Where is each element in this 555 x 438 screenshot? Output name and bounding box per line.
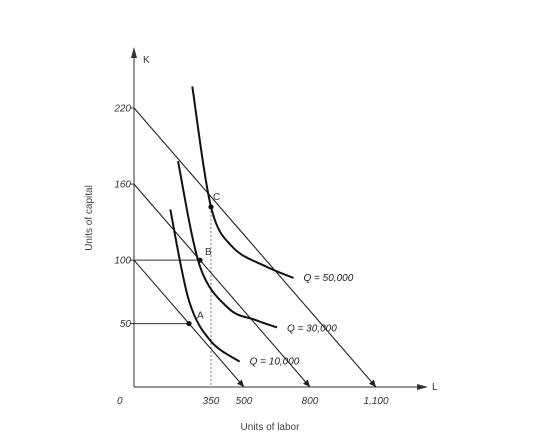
isoquant-label: Q = 50,000 bbox=[304, 273, 354, 284]
origin-label: 0 bbox=[117, 396, 123, 407]
isoquant-curve bbox=[191, 86, 294, 279]
y-tick-label: 160 bbox=[114, 180, 131, 191]
isoquant-curves bbox=[169, 86, 294, 363]
x-axis-title: Units of labor bbox=[241, 422, 301, 433]
isoquant-label: Q = 30,000 bbox=[287, 323, 337, 334]
tangency-point-label: B bbox=[205, 247, 212, 258]
y-axis-title: Units of capital bbox=[84, 185, 95, 251]
isoquant-curve bbox=[177, 161, 278, 329]
y-tick-label: 220 bbox=[113, 104, 131, 115]
isoquant-curve bbox=[169, 209, 241, 363]
x-tick-label: 500 bbox=[236, 396, 253, 407]
chart-labels: Q = 10,000 Q = 30,000 Q = 50,000 A B C bbox=[197, 192, 354, 368]
tangency-point-label: C bbox=[213, 192, 220, 203]
isocost-lines bbox=[133, 107, 377, 388]
isocost-arrowhead bbox=[302, 379, 310, 387]
isoquant-label: Q = 10,000 bbox=[250, 357, 300, 368]
tangency-point bbox=[186, 320, 192, 327]
y-tick-label: 100 bbox=[114, 256, 131, 267]
isocost-arrowhead bbox=[368, 379, 376, 387]
x-axis-arrow bbox=[417, 384, 428, 390]
y-tick-label: 50 bbox=[120, 319, 132, 330]
tangency-point-label: A bbox=[197, 311, 204, 322]
x-tick-label: 800 bbox=[302, 396, 319, 407]
x-tick-label: 350 bbox=[203, 396, 220, 407]
guide-lines bbox=[134, 206, 212, 387]
tangency-points bbox=[186, 204, 214, 327]
x-tick-label: 1,100 bbox=[363, 396, 388, 407]
y-axis-symbol: K bbox=[143, 55, 150, 66]
tangency-point bbox=[197, 257, 203, 263]
axes: K L 0 220 160 100 50 350 500 800 1,100 Units of lab… bbox=[84, 47, 438, 433]
tangency-point bbox=[208, 204, 214, 210]
y-axis-arrow bbox=[131, 47, 137, 58]
x-axis-symbol: L bbox=[432, 382, 438, 393]
isocost-line bbox=[133, 107, 377, 388]
isocost-arrowhead bbox=[236, 379, 244, 387]
isocost-line bbox=[133, 183, 311, 388]
